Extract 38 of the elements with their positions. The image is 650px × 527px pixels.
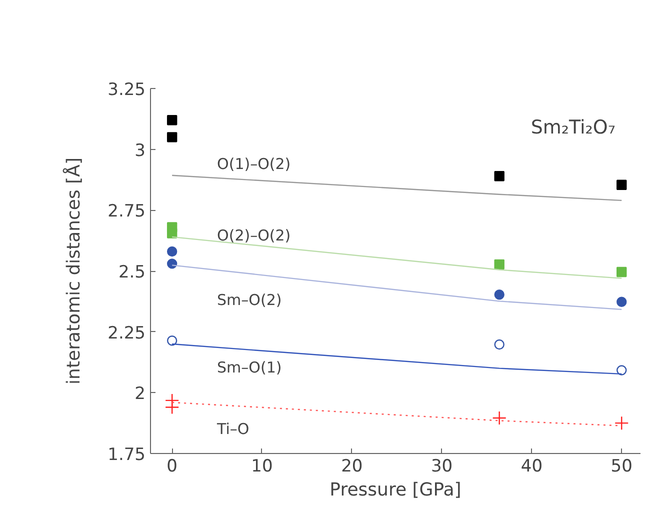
point: [492, 410, 506, 426]
point: [616, 180, 627, 190]
point: [166, 132, 178, 142]
series-label: Ti–O: [216, 420, 250, 438]
y-tick-label: 3: [134, 140, 146, 161]
series-label: Sm–O(2): [217, 291, 282, 310]
point: [494, 259, 504, 270]
point: [616, 365, 627, 376]
y-tick-label: 2: [134, 384, 146, 404]
point: [616, 296, 627, 307]
x-tick-label: 30: [430, 456, 453, 476]
point: [166, 115, 178, 126]
series-label: O(1)–O(2): [217, 154, 291, 173]
y-tick-label: 3.25: [108, 80, 146, 100]
y-tick-label: 2.5: [118, 262, 146, 282]
point: [616, 266, 627, 278]
x-tick-label: 40: [520, 456, 543, 476]
text: Sm₂Ti₂O₇: [530, 116, 616, 138]
series-label: O(2)–O(2): [217, 226, 291, 244]
x-axis-title: Pressure [GPa]: [330, 480, 462, 500]
point: [166, 228, 178, 238]
point: [164, 400, 180, 414]
x-tick-label: 0: [166, 456, 178, 476]
x-tick-label: 50: [610, 456, 632, 476]
point: [494, 171, 504, 182]
y-tick-label: 2.75: [108, 202, 146, 222]
point: [494, 290, 504, 300]
point: [166, 336, 178, 346]
x-tick-label: 20: [341, 456, 363, 476]
point: [614, 416, 629, 430]
y-tick-label: 2.25: [108, 323, 146, 344]
point: [494, 339, 504, 350]
y-tick-label: 1.75: [108, 445, 146, 465]
y-axis-title: interatomic distances [Å]: [62, 158, 85, 384]
point: [166, 258, 178, 269]
series-label: Sm–O(1): [217, 358, 282, 376]
point: [166, 246, 178, 257]
x-tick-label: 10: [251, 456, 273, 476]
